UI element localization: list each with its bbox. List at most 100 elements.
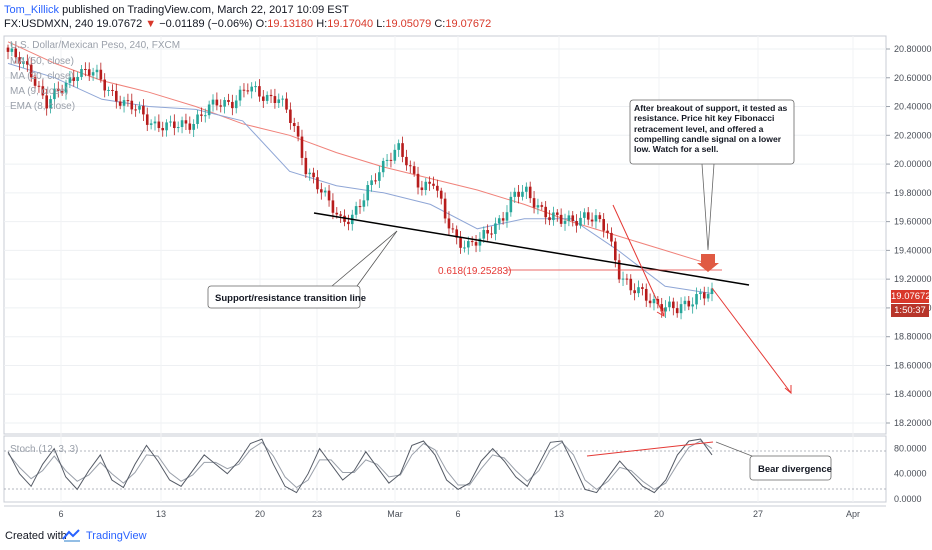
candle-body xyxy=(138,105,141,110)
candle-body xyxy=(706,294,710,299)
candle-body xyxy=(10,48,14,52)
main-pane-frame xyxy=(3,35,887,435)
candle-body xyxy=(250,86,253,92)
candle-body xyxy=(41,86,45,96)
candle-body xyxy=(478,238,482,246)
ma50-line xyxy=(7,41,713,266)
candle-body xyxy=(18,57,21,64)
candle-body xyxy=(300,136,304,158)
candle-body xyxy=(277,99,281,103)
candle-body xyxy=(389,159,393,161)
candle-body xyxy=(72,77,76,81)
candle-body xyxy=(53,88,56,100)
candle-body xyxy=(261,96,265,101)
resistance-callout-text: After breakout of support, it tested as … xyxy=(634,103,788,155)
time-axis[interactable]: 6 13 20 23 Mar 6 13 20 27 Apr xyxy=(58,509,860,519)
candle-body xyxy=(447,218,451,229)
candle-body xyxy=(358,206,362,208)
candle-body xyxy=(323,190,327,193)
candle-body xyxy=(188,123,192,130)
footer: Created with TradingView xyxy=(0,520,932,550)
legend-series-title: U.S. Dollar/Mexican Peso, 240, FXCM xyxy=(10,40,181,51)
candle-body xyxy=(598,215,602,220)
candle-body xyxy=(327,190,331,201)
candle-body xyxy=(238,89,242,101)
candle-body xyxy=(331,200,335,213)
candle-body xyxy=(111,89,114,91)
candle-body xyxy=(586,212,590,220)
candle-body xyxy=(470,241,474,243)
candle-body xyxy=(648,300,652,304)
author-link[interactable]: Tom_Killick xyxy=(4,4,60,16)
red-arrow-drawings xyxy=(612,204,792,395)
candle-body xyxy=(575,221,578,226)
support-resistance-line xyxy=(313,212,750,286)
symbol-label[interactable]: FX:USDMXN, 240 xyxy=(4,18,94,30)
candle-body xyxy=(370,180,373,186)
stoch-d-line xyxy=(7,440,713,491)
candle-body xyxy=(637,287,640,294)
chart-canvas[interactable]: 18.2000018.4000018.6000018.8000019.00000… xyxy=(0,0,932,520)
price-change: −0.01189 (−0.06%) xyxy=(159,18,253,30)
low-label: L: xyxy=(376,18,386,30)
stoch-pane-frame xyxy=(3,435,887,503)
time-tick-label: 20 xyxy=(255,509,265,519)
candle-body xyxy=(60,90,64,93)
candle-body xyxy=(683,300,687,305)
candle-body xyxy=(211,99,215,105)
candle-body xyxy=(497,218,501,224)
candle-body xyxy=(37,85,41,87)
candle-body xyxy=(528,186,532,199)
candle-body xyxy=(625,278,629,280)
price-tick-label: 18.20000 xyxy=(894,418,932,428)
candle-body xyxy=(424,181,428,191)
candle-body xyxy=(467,241,470,248)
stoch-divergence-line xyxy=(586,441,714,457)
candle-body xyxy=(64,82,68,93)
tradingview-brand-link[interactable]: TradingView xyxy=(86,530,147,542)
open-value: 19.13180 xyxy=(267,18,314,30)
candle-body xyxy=(153,121,157,124)
legend-ma20: MA (20, close) xyxy=(10,71,74,82)
publish-info: published on TradingView.com, March 22, … xyxy=(62,4,349,16)
support-callout-text: Support/resistance transition line xyxy=(215,293,366,304)
stoch-k-line xyxy=(7,438,713,494)
candle-body xyxy=(501,218,505,221)
candle-body xyxy=(548,217,551,221)
candle-body xyxy=(308,172,312,175)
candle-body xyxy=(416,173,420,188)
candle-body xyxy=(613,241,617,261)
candle-body xyxy=(142,105,145,115)
price-axis[interactable]: 18.2000018.4000018.6000018.8000019.00000… xyxy=(886,44,932,428)
candle-body xyxy=(459,237,462,248)
stoch-axis: 0.0000 40.0000 80.0000 xyxy=(894,444,927,504)
candle-body xyxy=(691,304,694,307)
time-tick-label: 20 xyxy=(654,509,664,519)
candle-body xyxy=(231,101,234,109)
candle-body xyxy=(45,95,48,109)
candle-body xyxy=(629,278,633,291)
candle-body xyxy=(664,307,667,312)
support-callout-leader-2 xyxy=(331,230,398,287)
candle-body xyxy=(571,215,575,222)
candle-body xyxy=(157,121,161,129)
fib-618-label: 0.618(19.25283) xyxy=(438,266,511,277)
candle-body xyxy=(99,69,103,80)
candle-body xyxy=(200,114,203,116)
candle-body xyxy=(633,290,636,294)
candle-body xyxy=(215,99,219,106)
candle-body xyxy=(525,186,528,192)
candle-body xyxy=(544,206,547,218)
candle-body xyxy=(486,229,489,234)
high-value: 19.17040 xyxy=(327,18,374,30)
time-tick-label: Mar xyxy=(387,509,403,519)
candle-body xyxy=(80,69,83,77)
time-tick-label: Apr xyxy=(846,509,860,519)
candle-body xyxy=(509,196,513,213)
time-tick-label: 13 xyxy=(156,509,166,519)
candle-body xyxy=(269,94,273,97)
price-tick-label: 19.60000 xyxy=(894,217,932,227)
candle-body xyxy=(335,212,339,215)
legend-ma9: MA (9, close) xyxy=(10,86,69,97)
time-tick-label: 13 xyxy=(554,509,564,519)
